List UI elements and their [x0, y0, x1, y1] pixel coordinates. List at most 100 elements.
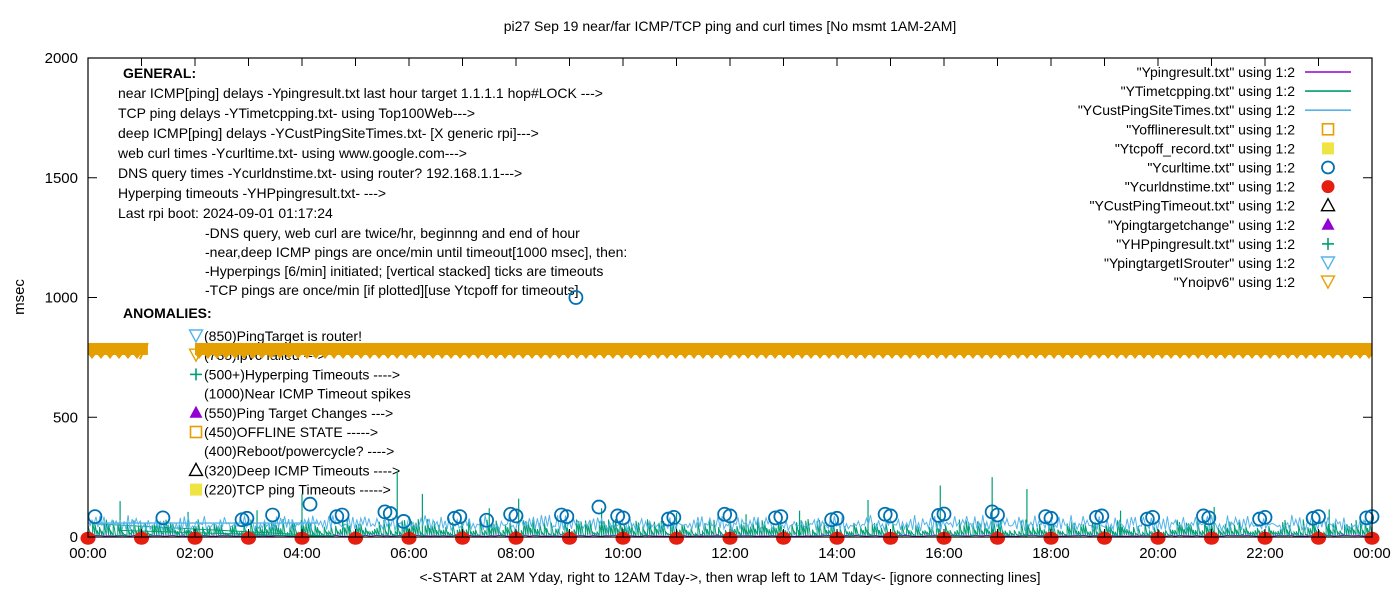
ipv6-band-tooth [816, 353, 824, 359]
legend-square-filled [1322, 142, 1334, 155]
ipv6-band-tooth [789, 353, 797, 359]
dns-point [776, 531, 791, 545]
y-axis-label: msec [11, 279, 28, 315]
dns-point [829, 531, 845, 545]
curl-point [666, 509, 682, 525]
curl-point [479, 512, 494, 528]
curl-point [1145, 509, 1161, 525]
curl-point [773, 509, 789, 525]
ipv6-band-tooth [204, 353, 212, 359]
legend-label: "YTimetcpping.txt" using 1:2 [1121, 83, 1296, 99]
dns-point [669, 531, 684, 545]
ipv6-band-tooth [231, 353, 239, 359]
ipv6-band-tooth [1347, 353, 1355, 359]
ipv6-band-tooth [1122, 353, 1130, 359]
curl-point [334, 507, 350, 523]
ipv6-band-tooth [1266, 353, 1274, 359]
ipv6-band-tooth [222, 353, 230, 359]
ipv6-band-tooth [1221, 353, 1229, 359]
x-tick-label: 14:00 [818, 545, 856, 562]
ipv6-band-tooth [843, 353, 851, 359]
ipv6-band-tooth [1041, 353, 1049, 359]
ipv6-band-tooth [519, 353, 527, 359]
ipv6-band-tooth [1032, 353, 1040, 359]
ipv6-band-tooth [1185, 353, 1193, 359]
ipv6-band-tooth [393, 353, 401, 359]
ipv6-band-tooth [1140, 353, 1148, 359]
x-tick-label: 02:00 [176, 545, 214, 562]
ipv6-band-tooth [1176, 353, 1184, 359]
ipv6-band-tooth [1302, 353, 1310, 359]
ipv6-band-tooth [735, 353, 743, 359]
ipv6-band-tooth [1338, 353, 1346, 359]
ipv6-band-tooth [645, 353, 653, 359]
general-note: -TCP pings are once/min [if plotted][use… [205, 282, 579, 298]
y-tick-label: 1500 [45, 170, 78, 187]
ipv6-band-tooth [133, 353, 141, 359]
general-note: -DNS query, web curl are twice/hr, begin… [205, 225, 580, 241]
ipv6-band-tooth [618, 353, 626, 359]
y-tick-label: 500 [53, 409, 78, 426]
ipv6-band-tooth [465, 353, 473, 359]
ipv6-band-tooth [1329, 353, 1337, 359]
anomalies-heading: ANOMALIES: [123, 305, 212, 321]
curl-point [990, 507, 1005, 523]
ipv6-band-tooth [195, 353, 203, 359]
ipv6-band-tooth [717, 353, 725, 359]
dns-point [1150, 531, 1166, 545]
dns-point [134, 531, 149, 545]
ipv6-band-tooth [429, 353, 437, 359]
ipv6-band-tooth [726, 353, 734, 359]
curl-point [722, 508, 738, 524]
ipv6-band-tooth [870, 353, 878, 359]
ipv6-band-tooth [106, 353, 114, 359]
ipv6-band-tooth [1203, 353, 1211, 359]
x-tick-label: 16:00 [925, 545, 963, 562]
legend-square-open [1321, 123, 1335, 136]
ipv6-band-tooth [1014, 353, 1022, 359]
general-note: -near,deep ICMP pings are once/min until… [205, 244, 627, 260]
dns-point [508, 531, 524, 545]
ipv6-band-tooth [501, 353, 509, 359]
ipv6-band-tooth [267, 353, 275, 359]
legend-triangle-filled [1321, 217, 1335, 230]
ipv6-band-tooth [411, 353, 419, 359]
ipv6-band-tooth [1257, 353, 1265, 359]
ipv6-band-tooth [951, 353, 959, 359]
general-line: DNS query times -Ycurldnstime.txt- using… [118, 165, 522, 181]
ipv6-band-tooth [1086, 353, 1094, 359]
anomaly-triangle-open [188, 461, 204, 477]
curl-point [936, 506, 952, 522]
ipv6-band-tooth [1131, 353, 1139, 359]
ipv6-band-tooth [591, 353, 599, 359]
ipv6-band [88, 342, 148, 355]
ipv6-band-tooth [1113, 353, 1121, 359]
x-tick-label: 08:00 [497, 545, 535, 562]
ipv6-band-tooth [1230, 353, 1238, 359]
ipv6-band-tooth [1050, 353, 1058, 359]
ipv6-band-tooth [627, 353, 635, 359]
x-axis-label: <-START at 2AM Yday, right to 12AM Tday-… [419, 569, 1040, 585]
curl-point [382, 506, 398, 521]
dns-point [455, 531, 470, 545]
ipv6-band-tooth [249, 353, 257, 359]
anomaly-line: (850)PingTarget is router! [204, 328, 362, 344]
ipv6-band-tooth [987, 353, 995, 359]
ipv6-band-tooth [258, 353, 266, 359]
ipv6-band-tooth [744, 353, 752, 359]
ipv6-band-tooth [456, 353, 464, 359]
ipv6-band-tooth [115, 353, 123, 359]
legend-circle-filled [1321, 180, 1335, 194]
ipv6-band-tooth [294, 353, 302, 359]
x-tick-label: 10:00 [604, 545, 642, 562]
ipv6-band-tooth [861, 353, 869, 359]
ipv6-band-tooth [88, 353, 96, 359]
series-ycustpingsitetimes [87, 514, 1373, 533]
legend-triangle-open [1320, 197, 1336, 212]
ipv6-band-tooth [915, 353, 923, 359]
legend-label: "YHPpingresult.txt" using 1:2 [1116, 236, 1295, 252]
ipv6-band-tooth [807, 353, 815, 359]
ipv6-band-tooth [690, 353, 698, 359]
anomaly-line: (220)TCP ping Timeouts -----> [204, 482, 391, 498]
